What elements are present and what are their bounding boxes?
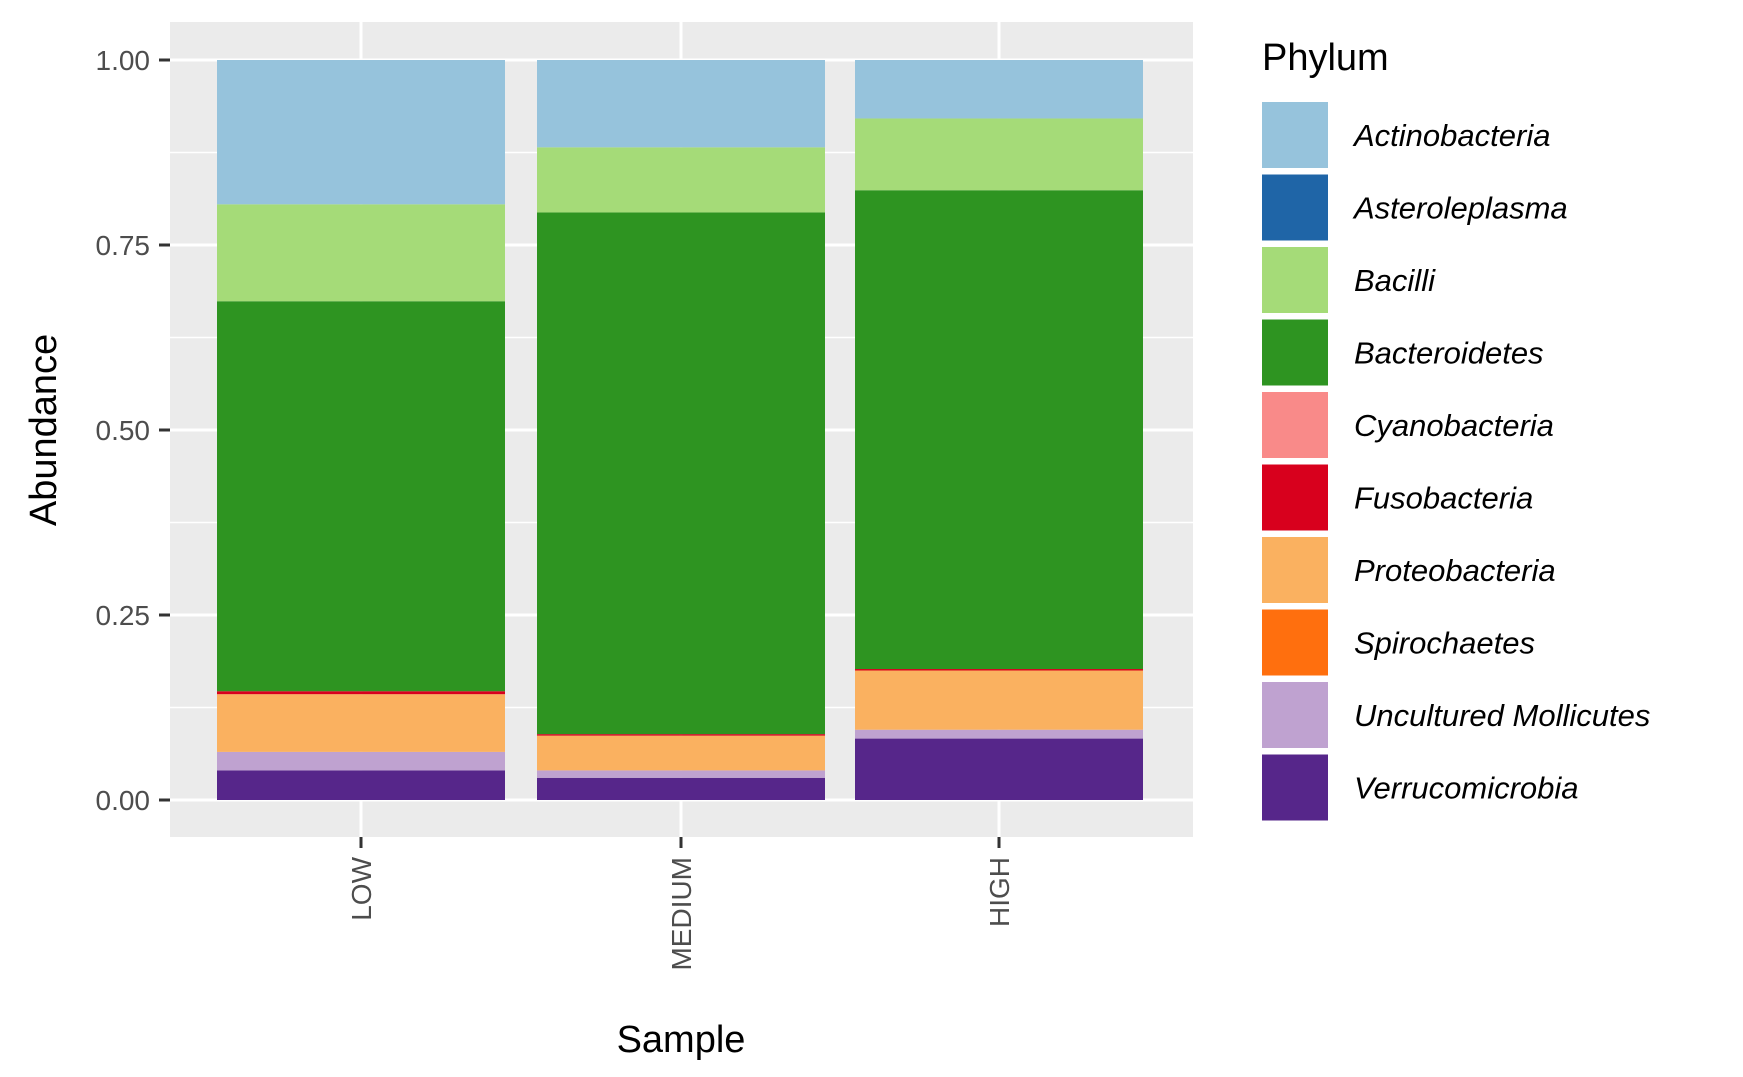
legend-key bbox=[1262, 609, 1328, 676]
legend-item: Spirochaetes bbox=[1262, 609, 1535, 676]
legend-label: Bacteroidetes bbox=[1354, 336, 1544, 371]
y-tick-label: 0.25 bbox=[96, 600, 151, 631]
legend-label: Spirochaetes bbox=[1354, 626, 1535, 661]
legend-label: Fusobacteria bbox=[1354, 481, 1533, 516]
legend-key bbox=[1262, 682, 1328, 748]
bar-segment-bacteroidetes bbox=[537, 212, 825, 735]
legend-key bbox=[1262, 392, 1328, 458]
bar-segment-verrucomicrobia bbox=[537, 777, 825, 800]
legend-label: Cyanobacteria bbox=[1354, 408, 1554, 443]
x-tick-label: LOW bbox=[346, 856, 377, 920]
bar-segment-proteobacteria bbox=[217, 694, 505, 752]
x-tick-label: HIGH bbox=[984, 857, 1015, 927]
legend-label: Asteroleplasma bbox=[1352, 191, 1568, 226]
bar-stack-medium bbox=[537, 60, 825, 800]
legend-item: Cyanobacteria bbox=[1262, 392, 1554, 458]
bar-segment-verrucomicrobia bbox=[855, 738, 1143, 800]
bar-segment-fusobacteria bbox=[537, 734, 825, 736]
bar-segment-actinobacteria bbox=[537, 60, 825, 148]
bar-segment-bacilli bbox=[855, 118, 1143, 191]
legend-key bbox=[1262, 102, 1328, 168]
legend-item: Uncultured Mollicutes bbox=[1262, 682, 1650, 748]
legend-key bbox=[1262, 247, 1328, 313]
bar-segment-bacteroidetes bbox=[855, 190, 1143, 670]
legend-key bbox=[1262, 464, 1328, 531]
bar-segment-uncultured-mollicutes bbox=[217, 751, 505, 771]
bar-segment-bacteroidetes bbox=[217, 301, 505, 692]
x-axis: LOW MEDIUM HIGH bbox=[346, 837, 1015, 971]
y-axis: 0.00 0.25 0.50 0.75 1.00 bbox=[96, 45, 170, 816]
legend-key bbox=[1262, 319, 1328, 386]
x-tick-label: MEDIUM bbox=[666, 857, 697, 971]
y-tick-label: 0.50 bbox=[96, 415, 151, 446]
y-tick-label: 0.75 bbox=[96, 230, 151, 261]
bar-segment-proteobacteria bbox=[537, 735, 825, 771]
legend-label: Verrucomicrobia bbox=[1354, 771, 1579, 806]
legend-key bbox=[1262, 537, 1328, 603]
legend-label: Bacilli bbox=[1354, 263, 1436, 298]
legend-key bbox=[1262, 174, 1328, 241]
bar-segment-bacilli bbox=[537, 147, 825, 213]
legend-label: Proteobacteria bbox=[1354, 553, 1556, 588]
bar-stack-low bbox=[217, 60, 505, 800]
bar-segment-proteobacteria bbox=[855, 670, 1143, 730]
legend: Phylum Actinobacteria Asteroleplasma Bacil… bbox=[1262, 37, 1650, 821]
legend-item: Fusobacteria bbox=[1262, 464, 1533, 531]
y-tick-label: 0.00 bbox=[96, 785, 151, 816]
legend-key bbox=[1262, 754, 1328, 821]
legend-title: Phylum bbox=[1262, 37, 1389, 79]
y-axis-title: Abundance bbox=[23, 334, 65, 526]
bar-segment-uncultured-mollicutes bbox=[855, 729, 1143, 739]
bar-segment-verrucomicrobia bbox=[217, 770, 505, 800]
bar-stacks bbox=[217, 60, 1143, 800]
x-axis-title: Sample bbox=[617, 1019, 746, 1061]
bar-segment-fusobacteria bbox=[217, 691, 505, 695]
legend-item: Asteroleplasma bbox=[1262, 174, 1568, 241]
bar-segment-fusobacteria bbox=[855, 669, 1143, 671]
legend-item: Verrucomicrobia bbox=[1262, 754, 1579, 821]
legend-label: Actinobacteria bbox=[1352, 118, 1550, 153]
y-tick-label: 1.00 bbox=[96, 45, 151, 76]
bar-segment-actinobacteria bbox=[855, 60, 1143, 119]
legend-label: Uncultured Mollicutes bbox=[1354, 698, 1650, 733]
legend-item: Bacilli bbox=[1262, 247, 1436, 313]
bar-stack-high bbox=[855, 60, 1143, 800]
bar-segment-uncultured-mollicutes bbox=[537, 770, 825, 778]
legend-item: Actinobacteria bbox=[1262, 102, 1550, 168]
legend-item: Bacteroidetes bbox=[1262, 319, 1544, 386]
bar-segment-bacilli bbox=[217, 204, 505, 302]
legend-item: Proteobacteria bbox=[1262, 537, 1556, 603]
bar-segment-actinobacteria bbox=[217, 60, 505, 205]
